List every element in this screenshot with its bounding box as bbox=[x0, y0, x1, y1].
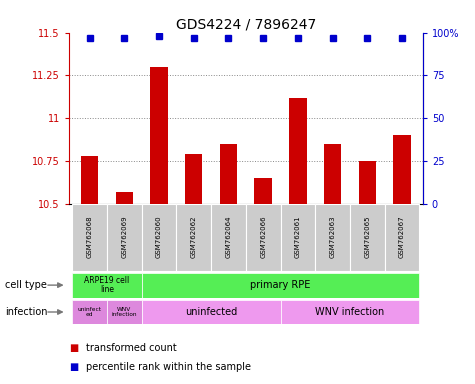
Bar bbox=[393, 135, 410, 204]
Text: GSM762064: GSM762064 bbox=[226, 216, 231, 258]
Text: uninfect
ed: uninfect ed bbox=[78, 307, 102, 317]
Text: GSM762060: GSM762060 bbox=[156, 216, 162, 258]
Bar bbox=[116, 192, 133, 204]
Text: ■: ■ bbox=[69, 362, 78, 372]
Bar bbox=[281, 204, 315, 271]
Text: GSM762062: GSM762062 bbox=[191, 216, 197, 258]
Bar bbox=[72, 204, 107, 271]
Bar bbox=[142, 204, 176, 271]
Bar bbox=[281, 300, 419, 324]
Bar bbox=[185, 154, 202, 204]
Text: primary RPE: primary RPE bbox=[250, 280, 311, 290]
Bar bbox=[142, 300, 281, 324]
Bar bbox=[289, 98, 306, 204]
Bar bbox=[176, 204, 211, 271]
Bar bbox=[315, 204, 350, 271]
Text: uninfected: uninfected bbox=[185, 307, 237, 317]
Bar bbox=[81, 156, 98, 204]
Bar bbox=[385, 204, 419, 271]
Text: GSM762067: GSM762067 bbox=[399, 216, 405, 258]
Text: infection: infection bbox=[5, 307, 47, 317]
Text: WNV
infection: WNV infection bbox=[112, 307, 137, 317]
Text: cell type: cell type bbox=[5, 280, 47, 290]
Bar bbox=[107, 204, 142, 271]
Text: transformed count: transformed count bbox=[86, 343, 176, 353]
Bar bbox=[142, 273, 419, 298]
Bar bbox=[72, 273, 142, 298]
Text: WNV infection: WNV infection bbox=[315, 307, 385, 317]
Text: ARPE19 cell
line: ARPE19 cell line bbox=[85, 276, 130, 295]
Bar bbox=[107, 300, 142, 324]
Text: GSM762069: GSM762069 bbox=[122, 216, 127, 258]
Bar bbox=[255, 178, 272, 204]
Bar bbox=[350, 204, 385, 271]
Bar bbox=[324, 144, 341, 204]
Text: GSM762065: GSM762065 bbox=[364, 216, 370, 258]
Bar bbox=[220, 144, 237, 204]
Bar bbox=[359, 161, 376, 204]
Title: GDS4224 / 7896247: GDS4224 / 7896247 bbox=[176, 18, 316, 31]
Bar bbox=[72, 300, 107, 324]
Text: ■: ■ bbox=[69, 343, 78, 353]
Text: GSM762063: GSM762063 bbox=[330, 216, 335, 258]
Text: GSM762066: GSM762066 bbox=[260, 216, 266, 258]
Text: GSM762068: GSM762068 bbox=[87, 216, 93, 258]
Text: GSM762061: GSM762061 bbox=[295, 216, 301, 258]
Bar bbox=[211, 204, 246, 271]
Bar bbox=[246, 204, 281, 271]
Text: percentile rank within the sample: percentile rank within the sample bbox=[86, 362, 250, 372]
Bar bbox=[151, 67, 168, 204]
